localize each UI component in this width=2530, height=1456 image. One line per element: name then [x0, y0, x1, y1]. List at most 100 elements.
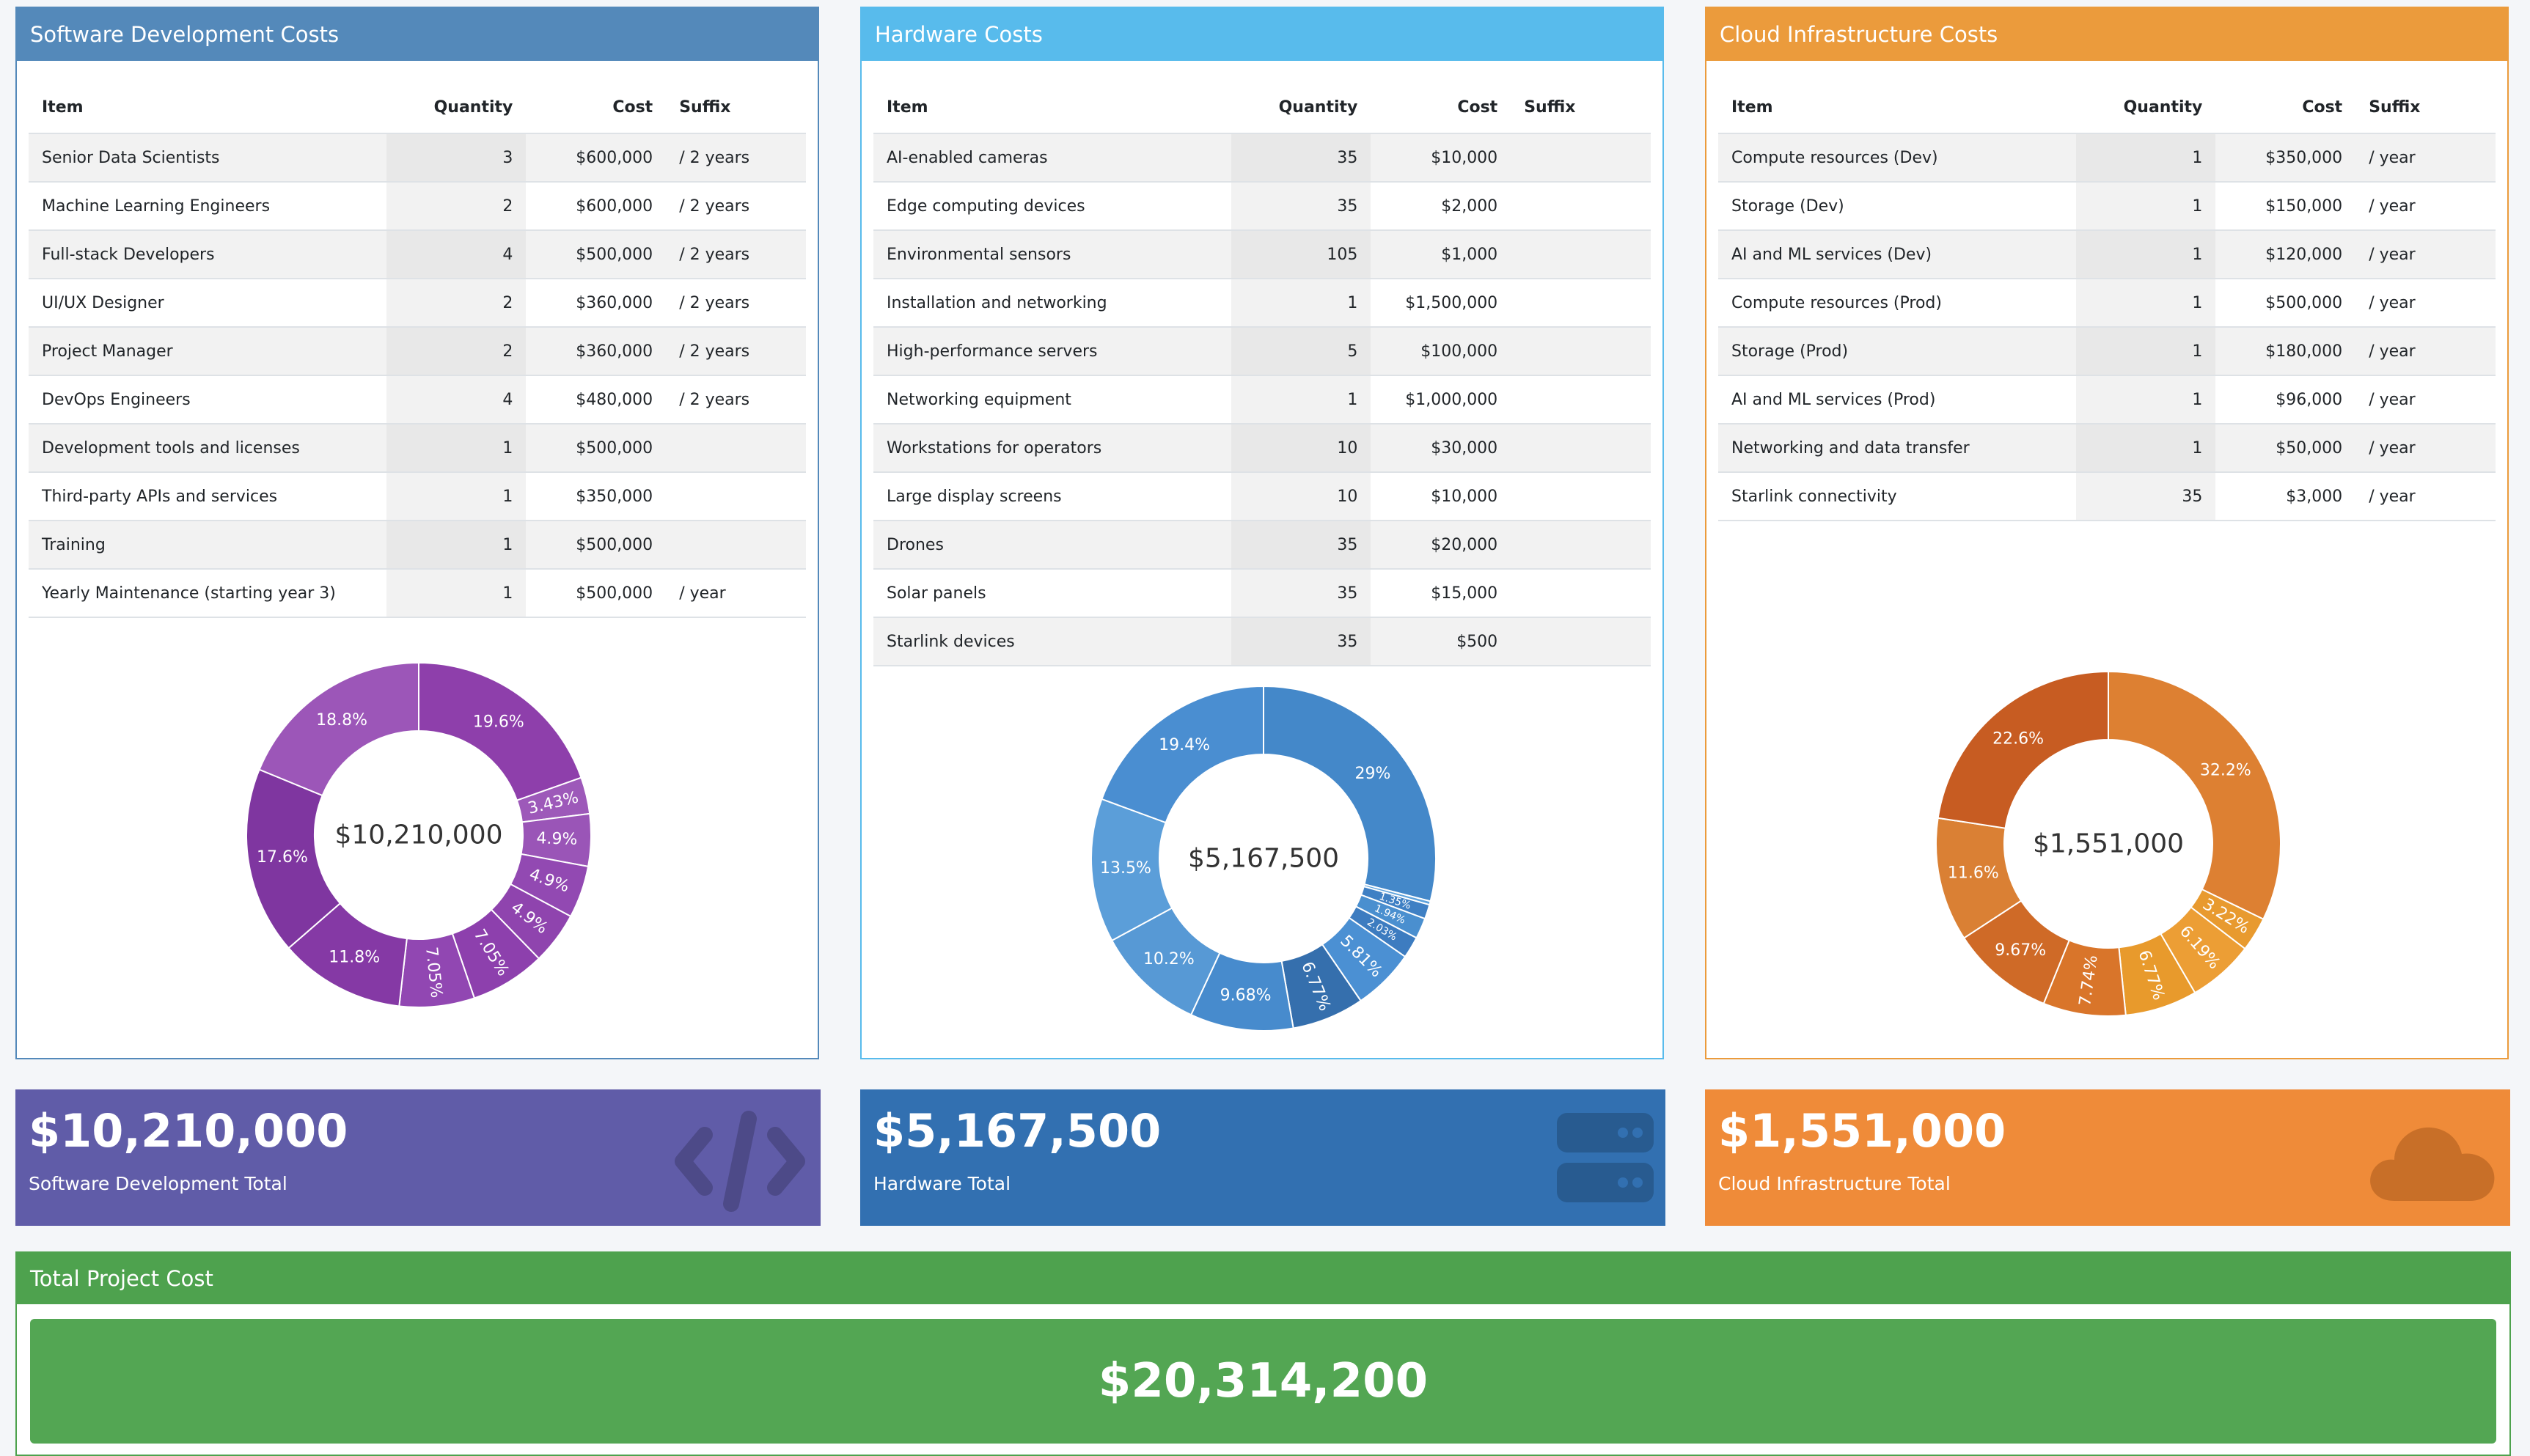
cell-item: Machine Learning Engineers	[29, 182, 386, 231]
column-header-suffix[interactable]: Suffix	[2355, 81, 2496, 134]
table-row[interactable]: AI-enabled cameras 35 $10,000	[873, 133, 1651, 183]
table-row[interactable]: Senior Data Scientists 3 $600,000/ 2 years	[29, 133, 806, 183]
cell-cost: $3,000	[2215, 472, 2356, 521]
cloud-costs-panel: Cloud Infrastructure Costs Item Quantity…	[1705, 7, 2509, 1059]
table-row[interactable]: Third-party APIs and services 1 $350,000	[29, 472, 806, 521]
donut-slice-label: 22.6%	[1992, 730, 2044, 749]
hardware-table-body: AI-enabled cameras 35 $10,000 Edge computin…	[873, 133, 1651, 666]
table-row[interactable]: Compute resources (Dev) 1 $350,000/ year	[1718, 133, 2496, 183]
hardware-donut-chart: 29% 1.35% 1.94% 2.03% 5.81% 6.77% 9.68% 10.2% 13…	[1073, 668, 1454, 1049]
cell-suffix: / 2 years	[666, 182, 806, 231]
table-row[interactable]: Solar panels 35 $15,000	[873, 569, 1651, 618]
column-header-quantity[interactable]: Quantity	[386, 81, 527, 134]
cell-item: Solar panels	[873, 569, 1231, 618]
cell-cost: $500,000	[526, 521, 667, 570]
donut-slice-label: 9.68%	[1220, 986, 1272, 1004]
table-row[interactable]: Compute resources (Prod) 1 $500,000/ year	[1718, 279, 2496, 328]
donut-slice[interactable]	[1263, 685, 1437, 902]
cell-suffix	[1511, 327, 1651, 376]
cell-cost: $96,000	[2215, 375, 2356, 424]
table-header-row: Item Quantity Cost Suffix	[29, 81, 806, 134]
table-row[interactable]: Starlink connectivity 35 $3,000/ year	[1718, 472, 2496, 521]
cell-suffix	[1511, 230, 1651, 279]
cell-suffix: / year	[2355, 424, 2496, 473]
cell-item: Compute resources (Prod)	[1718, 279, 2076, 328]
table-row[interactable]: UI/UX Designer 2 $360,000/ 2 years	[29, 279, 806, 328]
cell-quantity: 35	[1231, 617, 1371, 666]
table-row[interactable]: Workstations for operators 10 $30,000	[873, 424, 1651, 473]
table-row[interactable]: Storage (Prod) 1 $180,000/ year	[1718, 327, 2496, 376]
panel-title: Software Development Costs	[17, 8, 818, 61]
cell-quantity: 2	[386, 279, 527, 328]
cell-cost: $10,000	[1371, 133, 1511, 183]
cell-suffix: / year	[666, 569, 806, 618]
table-row[interactable]: Starlink devices 35 $500	[873, 617, 1651, 666]
cell-cost: $2,000	[1371, 182, 1511, 231]
cell-quantity: 1	[2075, 424, 2216, 473]
table-row[interactable]: Networking and data transfer 1 $50,000/ ye…	[1718, 424, 2496, 473]
cell-item: Workstations for operators	[873, 424, 1231, 473]
cell-cost: $480,000	[526, 375, 667, 424]
donut-slice[interactable]	[258, 661, 419, 797]
donut-slice-label: 11.6%	[1948, 864, 1999, 882]
table-row[interactable]: Drones 35 $20,000	[873, 521, 1651, 570]
cell-item: Large display screens	[873, 472, 1231, 521]
table-row[interactable]: Installation and networking 1 $1,500,000	[873, 279, 1651, 328]
cell-item: Development tools and licenses	[29, 424, 386, 473]
cell-quantity: 1	[2075, 182, 2216, 231]
donut-slice[interactable]	[2108, 670, 2281, 921]
table-row[interactable]: Machine Learning Engineers 2 $600,000/ 2 y…	[29, 182, 806, 231]
donut-slice[interactable]	[246, 768, 342, 949]
table-row[interactable]: Project Manager 2 $360,000/ 2 years	[29, 327, 806, 376]
table-row[interactable]: AI and ML services (Dev) 1 $120,000/ year	[1718, 230, 2496, 279]
table-row[interactable]: Development tools and licenses 1 $500,000	[29, 424, 806, 473]
cell-cost: $600,000	[526, 133, 667, 183]
cell-item: UI/UX Designer	[29, 279, 386, 328]
column-header-cost[interactable]: Cost	[1371, 81, 1511, 134]
donut-slice-label: 17.6%	[257, 848, 308, 867]
cell-item: DevOps Engineers	[29, 375, 386, 424]
table-row[interactable]: DevOps Engineers 4 $480,000/ 2 years	[29, 375, 806, 424]
cell-quantity: 1	[2075, 375, 2216, 424]
cell-quantity: 105	[1231, 230, 1371, 279]
column-header-cost[interactable]: Cost	[2215, 81, 2356, 134]
table-row[interactable]: Yearly Maintenance (starting year 3) 1 $50…	[29, 569, 806, 618]
software-table-body: Senior Data Scientists 3 $600,000/ 2 years…	[29, 133, 806, 618]
column-header-suffix[interactable]: Suffix	[666, 81, 806, 134]
cell-suffix	[1511, 617, 1651, 666]
cell-cost: $500	[1371, 617, 1511, 666]
donut-slice[interactable]	[418, 661, 582, 801]
cloud-total-box: $1,551,000 Cloud Infrastructure Total	[1705, 1089, 2510, 1226]
cell-suffix: / year	[2355, 327, 2496, 376]
cloud-icon	[2370, 1127, 2495, 1201]
column-header-item[interactable]: Item	[873, 81, 1231, 134]
table-row[interactable]: Training 1 $500,000	[29, 521, 806, 570]
column-header-cost[interactable]: Cost	[526, 81, 667, 134]
table-row[interactable]: Environmental sensors 105 $1,000	[873, 230, 1651, 279]
cell-suffix: / year	[2355, 133, 2496, 183]
column-header-item[interactable]: Item	[1718, 81, 2076, 134]
table-row[interactable]: Networking equipment 1 $1,000,000	[873, 375, 1651, 424]
donut-slice[interactable]	[1937, 670, 2109, 829]
table-row[interactable]: Edge computing devices 35 $2,000	[873, 182, 1651, 231]
cloud-total-caption: Cloud Infrastructure Total	[1718, 1173, 1951, 1194]
column-header-quantity[interactable]: Quantity	[1231, 81, 1371, 134]
column-header-quantity[interactable]: Quantity	[2075, 81, 2216, 134]
cell-suffix	[1511, 182, 1651, 231]
server-icon	[1557, 1113, 1654, 1202]
cell-suffix: / 2 years	[666, 279, 806, 328]
table-row[interactable]: AI and ML services (Prod) 1 $96,000/ year	[1718, 375, 2496, 424]
column-header-suffix[interactable]: Suffix	[1511, 81, 1651, 134]
table-row[interactable]: Large display screens 10 $10,000	[873, 472, 1651, 521]
cell-cost: $20,000	[1371, 521, 1511, 570]
table-row[interactable]: High-performance servers 5 $100,000	[873, 327, 1651, 376]
cell-item: Training	[29, 521, 386, 570]
donut-slice-label: 11.8%	[329, 948, 380, 966]
table-row[interactable]: Storage (Dev) 1 $150,000/ year	[1718, 182, 2496, 231]
column-header-item[interactable]: Item	[29, 81, 386, 134]
donut-svg: 19.6%3.43%4.9%4.9%4.9%7.05%7.05%11.8%17.…	[246, 661, 592, 1008]
donut-slice[interactable]	[1101, 685, 1264, 824]
donut-slice-label: 10.2%	[1143, 950, 1195, 968]
cell-cost: $500,000	[526, 230, 667, 279]
table-row[interactable]: Full-stack Developers 4 $500,000/ 2 years	[29, 230, 806, 279]
